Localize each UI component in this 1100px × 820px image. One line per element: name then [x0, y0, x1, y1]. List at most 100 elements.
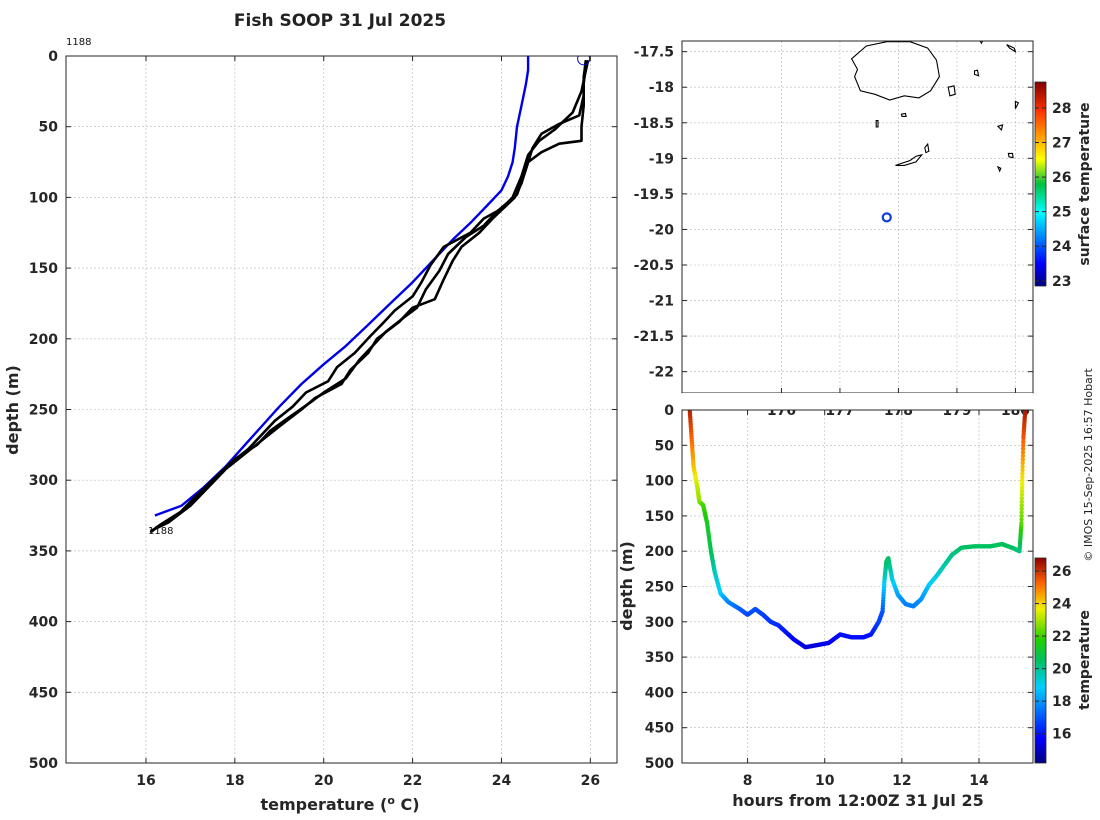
timeseries-y-tick-label: 400 — [645, 685, 674, 701]
surface-temperature-colorbar-label: surface temperature — [1077, 102, 1093, 265]
map-island-viti-levu — [850, 41, 940, 101]
x-label-main: temperature ( — [260, 795, 387, 814]
temperature-colorbar — [1034, 557, 1047, 764]
profile-y-tick-label: 250 — [29, 403, 58, 419]
profile-line-reference — [154, 56, 530, 517]
map-y-tick-label: -21.5 — [634, 329, 674, 345]
surface-colorbar-tick-label: 26 — [1052, 170, 1071, 186]
profile-x-tick-label: 16 — [136, 773, 155, 789]
timeseries-y-axis-label: depth (m) — [617, 541, 636, 631]
profile-x-tick-label: 26 — [581, 773, 600, 789]
map-island-beqa — [900, 112, 907, 117]
timeseries-y-tick-label: 150 — [645, 509, 674, 525]
profile-id-label-bottom: 1188 — [148, 526, 173, 537]
timeseries-x-tick-label: 14 — [969, 773, 989, 789]
profile-x-tick-label: 22 — [403, 773, 422, 789]
timeseries-y-tick-label: 200 — [645, 544, 674, 560]
map-y-tick-label: -19.5 — [634, 187, 674, 203]
profile-id-label-top: 1188 — [66, 37, 91, 48]
timeseries-point — [1020, 457, 1025, 462]
timeseries-point — [1020, 450, 1026, 455]
timeseries-point — [1020, 460, 1025, 466]
temperature-colorbar-tick-label: 16 — [1052, 727, 1071, 743]
map-y-tick-label: -19 — [649, 151, 674, 167]
temperature-colorbar-label: temperature — [1077, 610, 1093, 710]
timeseries-point — [1019, 506, 1024, 511]
profile-y-tick-label: 200 — [29, 332, 58, 348]
timeseries-x-tick-label: 10 — [815, 773, 835, 789]
timeseries-point — [1020, 471, 1025, 476]
profile-x-axis-label: temperature (o C) — [260, 794, 419, 814]
map-island-matuku — [996, 165, 1002, 173]
timeseries-point — [1019, 481, 1025, 487]
timeseries-point — [1020, 474, 1025, 480]
timeseries-y-tick-label: 450 — [645, 721, 674, 737]
timeseries-point — [1019, 503, 1024, 508]
map-tick-mask — [682, 393, 1033, 410]
map-y-tick-label: -22 — [649, 365, 674, 381]
map-y-tick-label: -21 — [649, 294, 674, 310]
timeseries-point — [1020, 467, 1025, 473]
profile-y-tick-label: 150 — [29, 261, 58, 277]
profile-y-tick-label: 350 — [29, 544, 58, 560]
timeseries-point — [1019, 489, 1025, 494]
map-island-gau — [947, 85, 956, 97]
profile-x-tick-label: 20 — [314, 773, 334, 789]
profile-line-fish-2 — [149, 60, 588, 534]
timeseries-point — [1023, 410, 1028, 413]
surface-colorbar-tick-label: 25 — [1052, 205, 1071, 221]
profile-y-axis-label: depth (m) — [3, 365, 22, 455]
surface-colorbar-tick-label: 24 — [1052, 239, 1072, 255]
map-y-tick-label: -18.5 — [634, 116, 674, 132]
temperature-colorbar-tick-label: 26 — [1052, 564, 1071, 580]
timeseries-x-tick-label: 8 — [743, 773, 753, 789]
timeseries-point — [1021, 443, 1026, 448]
timeseries-point — [1019, 520, 1024, 526]
profile-y-tick-label: 300 — [29, 473, 58, 489]
profile-panel: 16 18 20 22 24 26 0 50 100 150 200 250 300 350 400 450 5… — [3, 37, 618, 814]
timeseries-point — [1019, 517, 1024, 522]
timeseries-point — [1019, 513, 1024, 519]
timeseries-y-tick-label: 100 — [645, 474, 674, 490]
profile-y-tick-label: 100 — [29, 190, 58, 206]
timeseries-y-tick-label: 500 — [645, 756, 674, 772]
map-island-vatulele — [875, 120, 879, 128]
map-panel: -17.5 -18 -18.5 -19 -19.5 -20 -20.5 -21 -21.5 -22… — [634, 40, 1093, 419]
timeseries-point — [1020, 464, 1025, 469]
profile-y-tick-label: 50 — [39, 120, 59, 136]
timeseries-point — [1020, 478, 1025, 483]
timeseries-point — [1019, 485, 1025, 490]
map-axes-frame — [681, 40, 1034, 394]
profile-y-tick-label: 500 — [29, 756, 58, 772]
surface-colorbar-tick-label: 27 — [1052, 136, 1071, 152]
timeseries-x-axis-label: hours from 12:00Z 31 Jul 25 — [732, 791, 983, 810]
timeseries-panel: 0 50 100 150 200 250 300 350 400 450 500 8 10 12 14 16… — [617, 393, 1093, 810]
timeseries-y-tick-label: 350 — [645, 650, 674, 666]
map-island-lakeba — [1014, 100, 1020, 109]
map-island-totoya — [1007, 152, 1014, 159]
timeseries-point — [1019, 510, 1024, 515]
profile-start-marker — [577, 56, 591, 66]
profile-x-tick-label: 24 — [492, 773, 512, 789]
x-label-sup: o — [387, 794, 395, 807]
map-island-ono — [924, 142, 930, 154]
map-island-taveuni — [1006, 44, 1017, 53]
map-y-tick-label: -20 — [649, 222, 675, 238]
timeseries-y-tick-label: 300 — [645, 615, 674, 631]
timeseries-point — [1020, 453, 1026, 459]
surface-temperature-colorbar — [1034, 81, 1047, 287]
map-y-tick-label: -18 — [649, 80, 674, 96]
timeseries-y-tick-label: 50 — [655, 438, 675, 454]
timeseries-x-tick-label: 12 — [892, 773, 911, 789]
temperature-colorbar-tick-label: 18 — [1052, 694, 1071, 710]
timeseries-point — [1019, 499, 1024, 504]
surface-colorbar-tick-label: 28 — [1052, 101, 1071, 117]
map-island-nairai — [973, 69, 980, 77]
timeseries-point — [1021, 439, 1026, 444]
profile-line-fish-1 — [149, 60, 588, 533]
temperature-colorbar-tick-label: 22 — [1052, 629, 1071, 645]
timeseries-y-tick-label: 0 — [664, 403, 674, 419]
map-island-koro — [979, 41, 984, 45]
temperature-colorbar-tick-label: 24 — [1052, 597, 1072, 613]
